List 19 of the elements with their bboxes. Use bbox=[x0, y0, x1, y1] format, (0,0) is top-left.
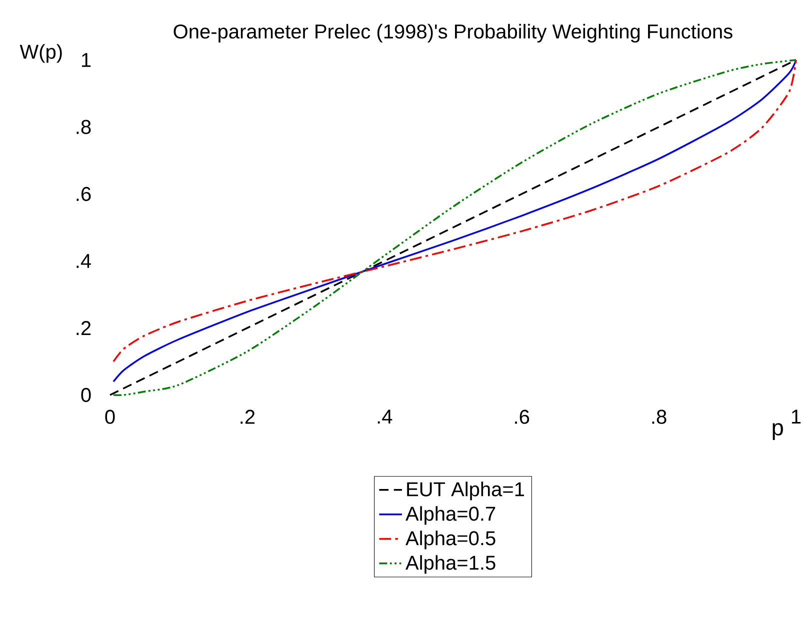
y-tick-label: 0 bbox=[81, 388, 91, 402]
y-tick-label: .4 bbox=[76, 254, 91, 268]
x-tick-label: 1 bbox=[792, 410, 801, 424]
y-tick-label: .8 bbox=[76, 120, 91, 134]
x-tick-label: .6 bbox=[515, 410, 530, 424]
legend-label: EUT Alpha=1 bbox=[407, 482, 524, 500]
x-tick-label: .2 bbox=[240, 410, 255, 424]
legend-label: Alpha=1.5 bbox=[406, 555, 496, 574]
y-tick-label: .6 bbox=[76, 186, 91, 202]
y-axis-title: W(p) bbox=[20, 44, 62, 63]
legend-label: Alpha=0.5 bbox=[406, 530, 496, 550]
x-tick-label: 0 bbox=[105, 410, 115, 424]
legend-label: Alpha=0.7 bbox=[406, 506, 496, 525]
x-axis-title: p bbox=[772, 423, 783, 440]
x-tick-label: .8 bbox=[652, 410, 666, 424]
chart-title: One-parameter Prelec (1998)'s Probability Weighting Functions bbox=[174, 24, 732, 43]
x-tick-label: .4 bbox=[378, 410, 392, 424]
y-tick-label: 1 bbox=[82, 53, 91, 67]
y-tick-label: .2 bbox=[76, 321, 91, 335]
